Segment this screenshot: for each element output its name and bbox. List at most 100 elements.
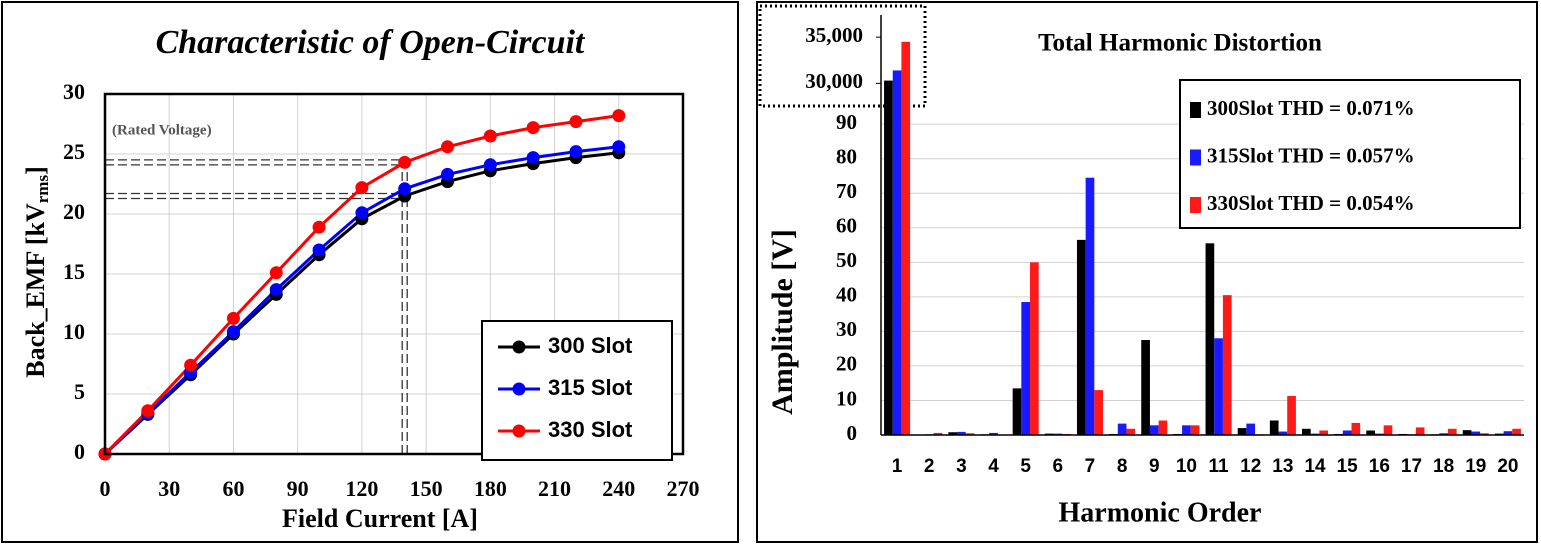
bar — [957, 431, 966, 435]
point — [226, 311, 240, 325]
legend-marker — [1190, 149, 1201, 166]
y-tick-label: 15 — [63, 259, 85, 284]
bar — [1512, 428, 1521, 435]
chart-title: Total Harmonic Distortion — [1038, 30, 1322, 57]
y-tick-label: 30 — [63, 79, 85, 104]
y-axis-label-part: ] — [21, 166, 50, 175]
legend-label: 315Slot THD = 0.057% — [1207, 143, 1415, 167]
point — [312, 243, 326, 257]
bar — [1480, 433, 1489, 435]
x-tick-label: 180 — [474, 476, 507, 501]
point — [355, 206, 369, 220]
x-tick-label: 270 — [667, 476, 700, 501]
x-tick-label: 5 — [1020, 456, 1031, 477]
bar — [1269, 420, 1279, 435]
bar — [1076, 239, 1086, 435]
y-tick-label: 50 — [836, 248, 857, 272]
legend-marker — [1190, 102, 1201, 118]
legend-label: 300Slot THD = 0.071% — [1207, 96, 1415, 120]
plot-frame — [103, 92, 685, 456]
bar — [989, 432, 998, 435]
x-tick-label: 12 — [1240, 456, 1261, 477]
y-tick-label: 0 — [74, 439, 85, 464]
y-tick-label: 10 — [63, 319, 85, 344]
bar — [1205, 243, 1215, 435]
bar — [1383, 425, 1393, 435]
y-axis-label-part: Back_EMF [kV — [21, 203, 50, 378]
y-tick-label: 10 — [836, 386, 857, 410]
y-tick-label: 5 — [74, 379, 85, 404]
point — [612, 140, 626, 154]
x-tick-label: 6 — [1053, 456, 1064, 477]
bar — [892, 70, 902, 435]
bar — [1471, 431, 1481, 435]
bar — [1237, 428, 1247, 435]
point — [569, 145, 583, 159]
bar — [1182, 425, 1191, 435]
x-tick-label: 2 — [924, 456, 935, 477]
y-break-tick-label: 30,000 — [805, 69, 863, 93]
point — [569, 115, 583, 129]
y-tick-label: 60 — [836, 214, 857, 238]
bar — [1319, 430, 1329, 435]
legend-label: 330 Slot — [548, 417, 633, 442]
x-tick-label: 10 — [1176, 456, 1197, 477]
x-tick-label: 16 — [1369, 456, 1390, 477]
point — [483, 158, 497, 172]
bar — [1366, 430, 1375, 435]
point — [355, 181, 369, 195]
x-tick-label: 30 — [158, 476, 180, 501]
legend-label: 330Slot THD = 0.054% — [1207, 191, 1415, 215]
bar — [1214, 338, 1223, 435]
x-tick-label: 19 — [1465, 456, 1486, 477]
y-axis-label: Back_EMF [kVrms] — [21, 166, 52, 378]
x-tick-label: 11 — [1209, 456, 1230, 477]
point — [269, 266, 283, 280]
point — [483, 129, 497, 143]
bar — [1462, 430, 1472, 435]
legend-box — [1179, 79, 1521, 229]
bar — [1302, 428, 1311, 435]
x-tick-label: 20 — [1497, 456, 1518, 477]
x-tick-label: 14 — [1304, 456, 1326, 477]
y-tick-label: 20 — [836, 352, 857, 376]
point — [441, 167, 455, 181]
y-tick-label: 0 — [847, 421, 858, 445]
bar — [1158, 420, 1168, 435]
bar — [1278, 431, 1288, 435]
bar — [1351, 422, 1361, 435]
chart-title: Characteristic of Open-Circuit — [156, 24, 586, 61]
y-tick-label: 70 — [836, 179, 857, 203]
bar — [1447, 428, 1457, 435]
point — [526, 121, 540, 135]
point — [526, 151, 540, 165]
point — [398, 182, 412, 196]
bar — [1117, 423, 1127, 435]
point — [226, 325, 240, 339]
bar — [933, 432, 943, 435]
bar — [1094, 390, 1103, 435]
bar — [901, 41, 911, 435]
x-tick-label: 0 — [100, 476, 111, 501]
x-tick-label: 9 — [1149, 456, 1160, 477]
bar — [948, 432, 958, 435]
x-axis-label: Harmonic Order — [1059, 497, 1262, 528]
bar — [1030, 262, 1039, 435]
bar — [1415, 427, 1425, 435]
bar — [1503, 431, 1513, 435]
legend-label: 315 Slot — [548, 375, 633, 400]
legend: 300Slot THD = 0.071% 315Slot THD = 0.057%… — [1190, 96, 1415, 215]
bar — [1012, 388, 1022, 435]
x-tick-label: 240 — [602, 476, 635, 501]
y-tick-label: 80 — [836, 145, 857, 169]
y-tick-label: 40 — [836, 283, 857, 307]
x-tick-label: 90 — [287, 476, 309, 501]
point — [184, 358, 198, 372]
legend-marker — [512, 340, 526, 354]
legend-marker — [512, 382, 526, 396]
bar — [884, 80, 893, 435]
y-tick-label: 20 — [63, 199, 85, 224]
bar — [1190, 425, 1200, 435]
